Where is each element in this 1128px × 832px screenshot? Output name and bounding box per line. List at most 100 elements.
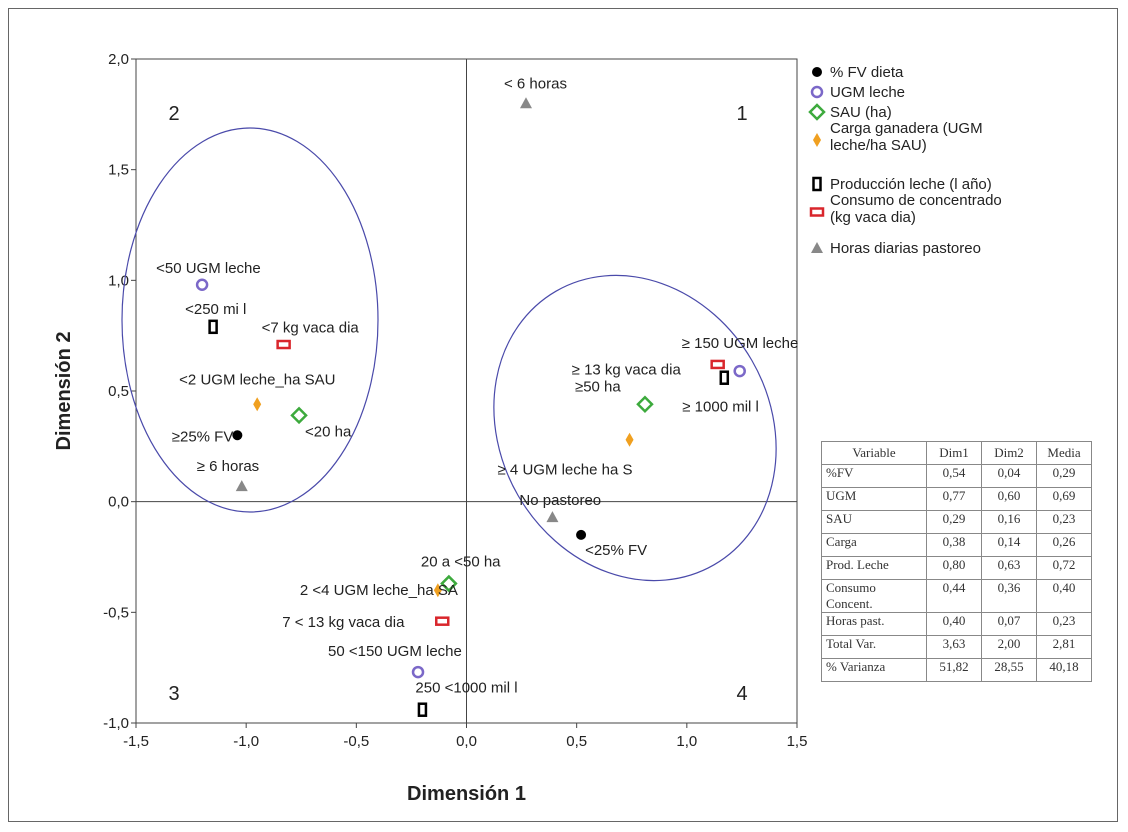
table-header-cell: Media — [1036, 441, 1092, 465]
legend-label: % FV dieta — [830, 64, 904, 81]
y-axis-title: Dimensión 2 — [53, 332, 75, 451]
series-group: < 6 horas ≥ 6 horas No pastoreo — [197, 75, 601, 523]
table-header-cell: Variable — [821, 441, 927, 465]
x-tick-label: 1,0 — [676, 733, 697, 750]
legend-marker — [811, 242, 823, 253]
table-header-cell: Dim2 — [981, 441, 1037, 465]
series-group: <50 UGM leche ≥ 150 UGM leche 50 <150 UGM … — [156, 260, 798, 679]
table-cell: 0,23 — [1036, 510, 1092, 534]
data-point-marker — [232, 430, 243, 441]
data-point-label: ≥25% FV — [172, 428, 234, 445]
table-cell: 0,40 — [1036, 579, 1092, 613]
legend-label: Carga ganadera (UGM leche/ha SAU) — [830, 120, 983, 154]
data-point-label: <2 UGM leche_ha SAU — [179, 371, 335, 388]
data-point-marker — [710, 359, 725, 370]
table-row: SAU 0,29 0,16 0,23 — [821, 510, 1092, 534]
y-tick-label: 2,0 — [108, 51, 129, 68]
data-point-marker — [519, 97, 532, 109]
table-cell: 0,44 — [926, 579, 982, 613]
table-cell: 0,26 — [1036, 533, 1092, 557]
y-tick-label: 0,0 — [108, 494, 129, 511]
table-row: Prod. Leche 0,80 0,63 0,72 — [821, 556, 1092, 580]
table-cell: UGM — [821, 487, 927, 511]
table-cell: Carga — [821, 533, 927, 557]
series-group: <20 ha ≥50 ha 20 a <50 ha — [290, 378, 654, 593]
series-group: ≥25% FV <25% FV — [172, 428, 647, 559]
group-ellipse-left — [121, 127, 379, 513]
table-cell: %FV — [821, 464, 927, 488]
figure-frame — [8, 8, 1118, 822]
data-point-label: ≥ 13 kg vaca dia — [572, 361, 682, 378]
data-point-marker — [719, 370, 730, 385]
legend-marker — [809, 207, 825, 217]
table-cell: 0,60 — [981, 487, 1037, 511]
variance-table: Variable Dim1 Dim2 Media %FV 0,54 0,04 0,29 UGM… — [821, 441, 1092, 682]
table-cell: Prod. Leche — [821, 556, 927, 580]
legend-marker — [808, 103, 826, 121]
x-axis-title: Dimensión 1 — [407, 783, 526, 805]
legend-marker — [812, 67, 822, 77]
data-point-marker — [411, 665, 425, 679]
data-point-label: No pastoreo — [519, 492, 601, 509]
table-cell: 0,04 — [981, 464, 1037, 488]
table-cell: % Varianza — [821, 658, 927, 682]
legend-item: Carga ganadera (UGM leche/ha SAU) — [813, 120, 983, 154]
table-cell: 3,63 — [926, 635, 982, 659]
data-point-label: <20 ha — [305, 423, 352, 440]
series-group: <2 UGM leche_ha SAU ≥ 4 UGM leche ha S 2 <… — [179, 371, 634, 599]
data-point-marker — [290, 406, 308, 425]
quadrant-label-3: 3 — [168, 683, 179, 705]
data-point-marker — [276, 339, 291, 350]
legend-item: Consumo de concentrado (kg vaca dia) — [809, 192, 1002, 226]
table-row: Consumo Concent. 0,44 0,36 0,40 — [821, 579, 1092, 613]
data-point-marker — [546, 511, 559, 523]
legend-item: % FV dieta — [812, 64, 904, 81]
table-cell: 0,72 — [1036, 556, 1092, 580]
table-row: UGM 0,77 0,60 0,69 — [821, 487, 1092, 511]
x-tick-label: 0,0 — [456, 733, 477, 750]
quadrant-label-2: 2 — [168, 103, 179, 125]
x-tick-label: -1,5 — [123, 733, 149, 750]
table-cell: 0,69 — [1036, 487, 1092, 511]
data-point-label: <50 UGM leche — [156, 260, 261, 277]
legend-label: Consumo de concentrado (kg vaca dia) — [830, 192, 1002, 226]
legend-label: Producción leche (l año) — [830, 176, 992, 193]
series-group: <250 mi l ≥ 1000 mil l 250 <1000 mil l — [185, 301, 759, 717]
table-row: Horas past. 0,40 0,07 0,23 — [821, 612, 1092, 636]
data-point-marker — [195, 278, 209, 292]
table-cell: 28,55 — [981, 658, 1037, 682]
data-point-label: ≥50 ha — [575, 378, 621, 395]
quadrant-label-1: 1 — [736, 103, 747, 125]
data-point-label: <7 kg vaca dia — [262, 320, 360, 337]
table-cell: 2,81 — [1036, 635, 1092, 659]
legend-marker — [812, 176, 822, 192]
y-tick-label: 0,5 — [108, 383, 129, 400]
table-row: Total Var. 3,63 2,00 2,81 — [821, 635, 1092, 659]
y-tick-label: 1,5 — [108, 162, 129, 179]
data-point-marker — [208, 319, 218, 335]
group-ellipse-right — [493, 274, 777, 582]
data-point-label: <25% FV — [585, 542, 647, 559]
data-point-marker — [625, 432, 634, 447]
table-cell: Horas past. — [821, 612, 927, 636]
table-cell: 0,36 — [981, 579, 1037, 613]
table-cell: 0,14 — [981, 533, 1037, 557]
data-point-label: ≥ 4 UGM leche ha S — [498, 462, 633, 479]
series-group: <7 kg vaca dia ≥ 13 kg vaca dia 7 < 13 kg … — [262, 320, 725, 631]
x-tick-label: -1,0 — [233, 733, 259, 750]
table-cell: 40,18 — [1036, 658, 1092, 682]
table-body: %FV 0,54 0,04 0,29 UGM 0,77 0,60 0,69 SAU 0,29 0,1… — [821, 464, 1092, 682]
table-header-row: Variable Dim1 Dim2 Media — [821, 441, 1092, 465]
data-point-marker — [433, 583, 442, 598]
legend-marker — [813, 133, 821, 147]
y-tick-label: -0,5 — [103, 604, 129, 621]
data-point-label: 20 a <50 ha — [421, 554, 501, 571]
table-cell: 0,23 — [1036, 612, 1092, 636]
data-point-marker — [636, 395, 654, 414]
table-row: %FV 0,54 0,04 0,29 — [821, 464, 1092, 488]
y-tick-label: -1,0 — [103, 715, 129, 732]
data-point-label: ≥ 6 horas — [197, 458, 259, 475]
table-cell: 0,38 — [926, 533, 982, 557]
quadrant-label-4: 4 — [736, 683, 747, 705]
